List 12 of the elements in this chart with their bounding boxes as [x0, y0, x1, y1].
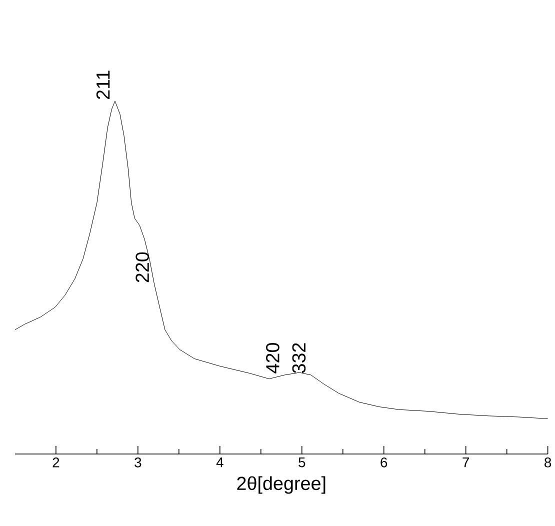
annotation: 211 — [96, 70, 110, 100]
x-tick-label: 6 — [380, 458, 388, 468]
annotation: 420 — [266, 343, 280, 374]
x-tick-label: 8 — [544, 458, 552, 468]
annotation: 332 — [292, 343, 306, 374]
x-tick-label: 7 — [462, 458, 470, 468]
x-tick-label: 3 — [134, 458, 142, 468]
annotation: 220 — [136, 252, 150, 282]
x-tick-label: 4 — [216, 458, 224, 468]
x-tick-label: 5 — [298, 458, 306, 468]
x-tick-label: 2 — [52, 458, 60, 468]
x-axis-title: 2θ[degree] — [237, 476, 326, 494]
